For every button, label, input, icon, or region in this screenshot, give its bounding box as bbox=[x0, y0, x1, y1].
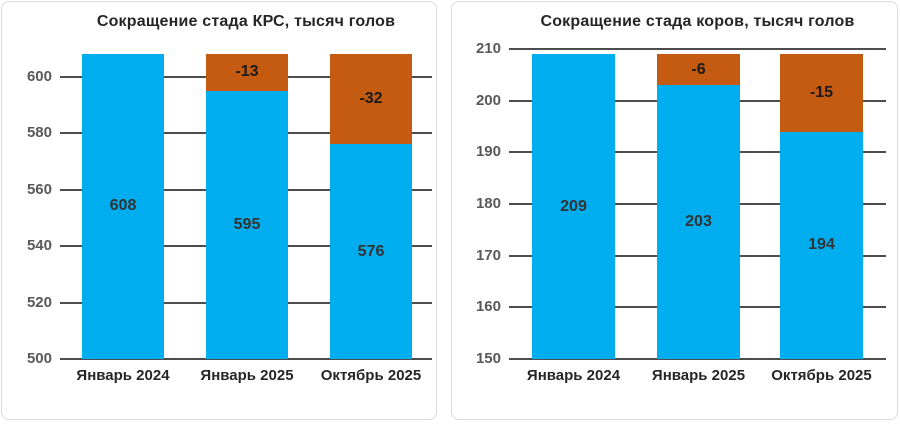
x-category-label: Январь 2025 bbox=[200, 367, 294, 384]
y-axis-tick-label: 540 bbox=[26, 237, 52, 254]
y-axis-tick-label: 580 bbox=[26, 124, 52, 141]
bar-value-label: 595 bbox=[233, 215, 261, 233]
bar-value-label: 209 bbox=[560, 197, 587, 215]
y-axis-tick-label: 560 bbox=[26, 180, 52, 198]
y-axis-tick-label: 160 bbox=[475, 298, 501, 316]
bar-value-label: 194 bbox=[808, 236, 835, 254]
x-category-label: Октябрь 2025 bbox=[771, 367, 872, 384]
bar-value-label: 576 bbox=[357, 242, 385, 260]
bar-segment-reduction bbox=[780, 54, 863, 132]
bar-value-label: 608 bbox=[109, 197, 137, 215]
cows-chart-panel: Сокращение стада коров, тысяч голов 150 16… bbox=[451, 1, 898, 420]
x-category-label: Октябрь 2025 bbox=[320, 367, 422, 384]
y-axis-tick-label: 150 bbox=[475, 350, 501, 367]
bar-segment-reduction bbox=[657, 54, 740, 86]
bar-segment-stock bbox=[82, 53, 164, 359]
y-axis-tick-label: 180 bbox=[475, 195, 501, 212]
bar-segment-stock bbox=[780, 131, 863, 359]
y-axis-tick-label: 520 bbox=[26, 293, 52, 311]
y-axis-tick-label: 500 bbox=[26, 350, 52, 367]
x-category-label: Январь 2024 bbox=[526, 367, 621, 384]
y-axis-tick-label: 170 bbox=[475, 246, 501, 264]
bar-delta-label: -32 bbox=[359, 90, 383, 108]
bar-segment-reduction bbox=[330, 53, 412, 145]
cattle-chart-panel: Сокращение стада КРС, тысяч голов 500 520 5… bbox=[1, 1, 437, 420]
bar-segment-stock bbox=[532, 54, 615, 359]
y-axis-tick-label: 190 bbox=[475, 143, 501, 161]
x-category-label: Январь 2025 bbox=[651, 367, 746, 384]
bar-delta-label: -6 bbox=[691, 60, 706, 78]
gridline bbox=[509, 358, 886, 360]
bar-segment-stock bbox=[330, 144, 412, 359]
bar-segment-stock bbox=[657, 85, 740, 359]
y-axis-tick-label: 600 bbox=[26, 67, 52, 85]
chart-title: Сокращение стада коров, тысяч голов bbox=[540, 13, 855, 30]
gridline bbox=[60, 358, 432, 360]
chart-title: Сокращение стада КРС, тысяч голов bbox=[96, 13, 396, 30]
bar-value-label: 203 bbox=[685, 213, 712, 231]
bar-delta-label: -13 bbox=[235, 63, 259, 81]
y-axis-tick-label: 200 bbox=[475, 91, 501, 109]
x-category-label: Январь 2024 bbox=[76, 367, 170, 384]
y-axis-tick-label: 210 bbox=[475, 40, 501, 57]
bar-delta-label: -15 bbox=[809, 83, 834, 101]
bar-segment-stock bbox=[206, 90, 288, 359]
bar-segment-reduction bbox=[206, 53, 288, 91]
gridline bbox=[509, 48, 886, 50]
